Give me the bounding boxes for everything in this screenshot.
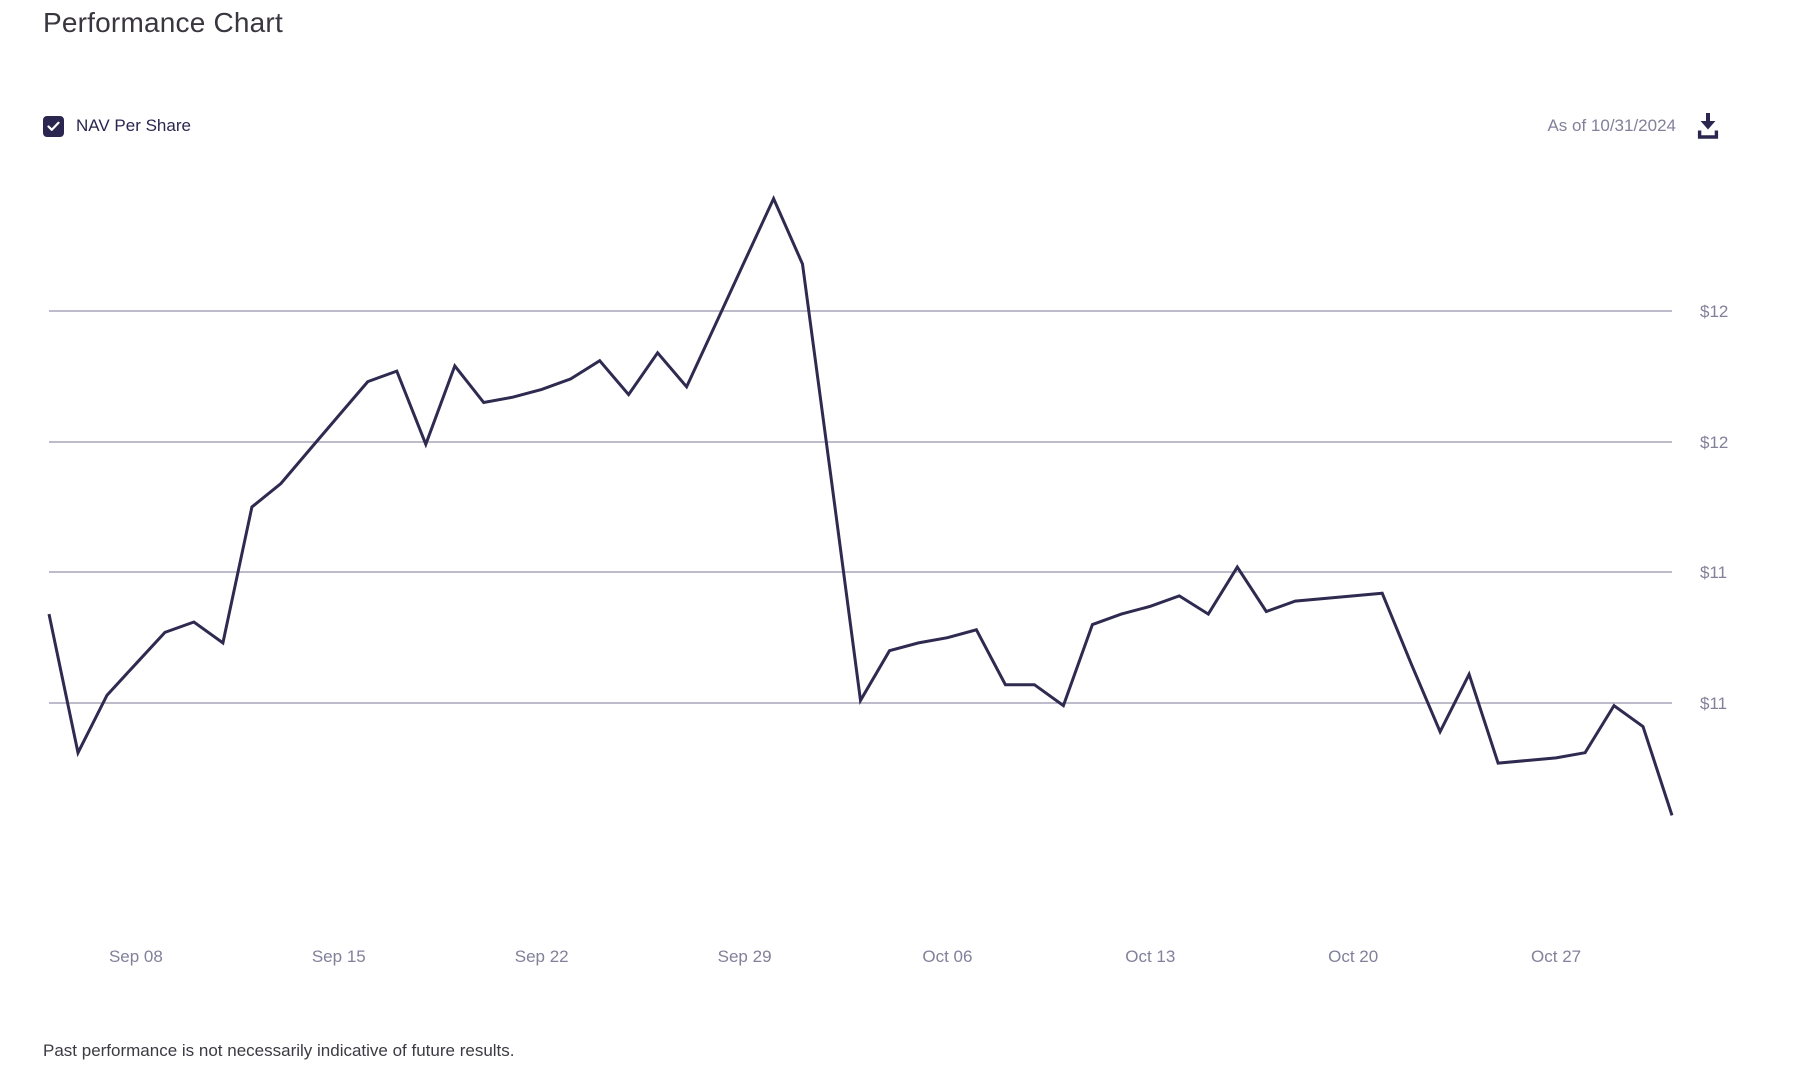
as-of-date: As of 10/31/2024 — [1547, 116, 1676, 135]
nav-per-share-line[interactable] — [47, 194, 1674, 816]
x-tick-label: Oct 20 — [1328, 947, 1378, 966]
y-tick-label: $12 — [1700, 433, 1728, 452]
download-icon — [1697, 113, 1719, 139]
x-tick-label: Sep 08 — [109, 947, 163, 966]
y-tick-label: $11 — [1700, 694, 1727, 713]
legend-nav-per-share[interactable]: NAV Per Share — [43, 115, 191, 137]
x-tick-label: Sep 15 — [312, 947, 366, 966]
x-tick-label: Oct 27 — [1531, 947, 1581, 966]
legend-label: NAV Per Share — [76, 116, 191, 135]
x-tick-label: Oct 13 — [1125, 947, 1175, 966]
y-tick-label: $11 — [1700, 563, 1727, 582]
x-axis-labels: Sep 08 Sep 15 Sep 22 Sep 29 Oct 06 Oct 13 Oct … — [109, 947, 1581, 966]
x-tick-label: Sep 22 — [515, 947, 569, 966]
x-tick-label: Oct 06 — [922, 947, 972, 966]
chart-header-row: NAV Per Share As of 10/31/2024 — [43, 108, 1724, 144]
checkmark-icon — [47, 121, 60, 131]
x-tick-label: Sep 29 — [718, 947, 772, 966]
disclaimer-text: Past performance is not necessarily indi… — [43, 1041, 515, 1060]
y-tick-label: $12 — [1700, 302, 1728, 321]
download-button[interactable] — [1692, 109, 1724, 143]
as-of-group: As of 10/31/2024 — [1547, 109, 1724, 143]
gridlines — [49, 310, 1672, 704]
page-title: Performance Chart — [43, 7, 283, 38]
nav-per-share-checkbox[interactable] — [43, 115, 64, 137]
y-axis-labels: $12 $12 $11 $11 — [1700, 302, 1728, 713]
